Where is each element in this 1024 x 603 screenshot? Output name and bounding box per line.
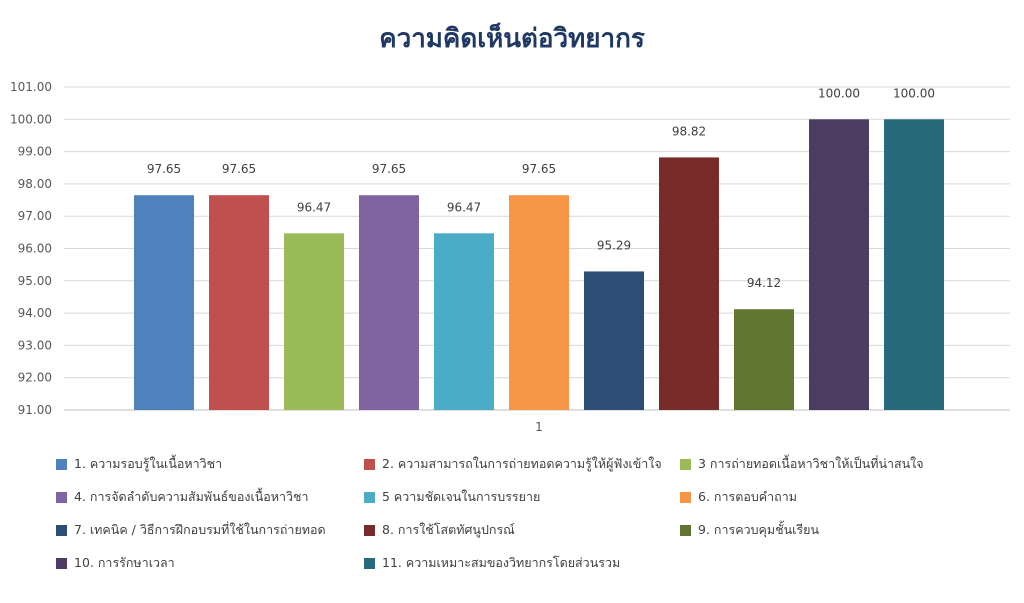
bar [134,195,194,410]
legend-item: 4. การจัดลำดับความสัมพันธ์ของเนื้อหาวิชา [56,485,356,509]
y-tick-label: 93.00 [18,338,52,352]
legend-label: 9. การควบคุมชั้นเรียน [698,522,820,537]
y-tick-label: 95.00 [18,274,52,288]
legend-swatch [680,458,691,470]
legend-swatch [56,557,67,569]
legend-swatch [364,458,375,470]
data-label: 100.00 [893,86,935,100]
legend-item: 1. ความรอบรู้ในเนื้อหาวิชา [56,452,356,476]
data-label: 96.47 [447,200,481,214]
data-label: 97.65 [222,162,256,176]
legend-label: 8. การใช้โสตทัศนูปกรณ์ [382,522,515,537]
legend-swatch [56,524,67,536]
data-label: 95.29 [597,238,631,252]
x-tick-label: 1 [535,420,543,434]
data-label: 97.65 [372,162,406,176]
y-tick-label: 97.00 [18,209,52,223]
y-tick-label: 98.00 [18,177,52,191]
legend-label: 6. การตอบคำถาม [698,489,797,504]
legend-swatch [364,491,375,503]
legend-label: 3 การถ่ายทอดเนื้อหาวิชาให้เป็นที่น่าสนใจ [698,456,924,471]
bar [659,157,719,410]
legend-item: 5 ความชัดเจนในการบรรยาย [364,485,672,509]
legend-label: 1. ความรอบรู้ในเนื้อหาวิชา [74,456,223,471]
data-label: 97.65 [147,162,181,176]
data-label: 100.00 [818,86,860,100]
legend-label: 2. ความสามารถในการถ่ายทอดความรู้ให้ผู้ฟั… [382,456,662,471]
legend-label: 5 ความชัดเจนในการบรรยาย [382,489,541,504]
y-tick-label: 91.00 [18,403,52,417]
legend-swatch [56,458,67,470]
legend-item: 9. การควบคุมชั้นเรียน [680,518,1010,542]
bar [359,195,419,410]
legend-item: 7. เทคนิค / วิธีการฝึกอบรมที่ใช้ในการถ่า… [56,518,356,542]
legend-label: 4. การจัดลำดับความสัมพันธ์ของเนื้อหาวิชา [74,489,309,504]
legend-swatch [680,491,691,503]
legend-label: 11. ความเหมาะสมของวิทยากรโดยส่วนรวม [382,555,621,570]
legend-item: 11. ความเหมาะสมของวิทยากรโดยส่วนรวม [364,551,672,575]
data-label: 96.47 [297,200,331,214]
data-label: 98.82 [672,124,706,138]
legend-item: 2. ความสามารถในการถ่ายทอดความรู้ให้ผู้ฟั… [364,452,672,476]
data-label: 97.65 [522,162,556,176]
legend-item: 6. การตอบคำถาม [680,485,1010,509]
legend-swatch [56,491,67,503]
legend-item: 10. การรักษาเวลา [56,551,356,575]
legend-item: 8. การใช้โสตทัศนูปกรณ์ [364,518,672,542]
legend-swatch [680,524,691,536]
y-tick-label: 96.00 [18,242,52,256]
y-tick-label: 101.00 [10,80,52,94]
bar [884,119,944,411]
legend-swatch [364,557,375,569]
data-label: 94.12 [747,276,781,290]
y-tick-label: 99.00 [18,145,52,159]
y-tick-label: 100.00 [10,112,52,126]
legend-label: 10. การรักษาเวลา [74,555,175,570]
bar [584,271,644,410]
chart-title: ความคิดเห็นต่อวิทยากร [379,24,645,54]
y-tick-label: 94.00 [18,306,52,320]
chart-legend: 1. ความรอบรู้ในเนื้อหาวิชา 2. ความสามารถใ… [56,452,1016,575]
bar [809,119,869,411]
bar [434,233,494,410]
legend-item: 3 การถ่ายทอดเนื้อหาวิชาให้เป็นที่น่าสนใจ [680,452,1010,476]
bar [509,195,569,410]
bar [734,309,794,410]
bar [209,195,269,410]
legend-label: 7. เทคนิค / วิธีการฝึกอบรมที่ใช้ในการถ่า… [74,522,326,537]
y-tick-label: 92.00 [18,371,52,385]
bar [284,233,344,410]
legend-swatch [364,524,375,536]
